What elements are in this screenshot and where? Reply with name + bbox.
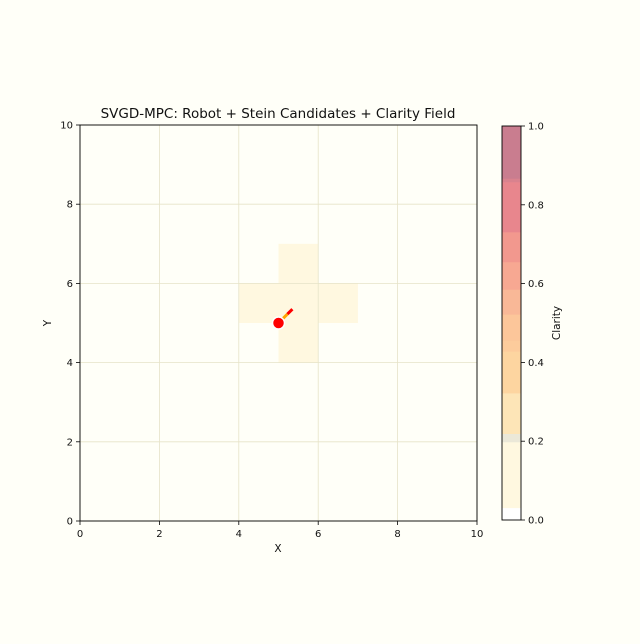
y-axis-label: Y [42,319,54,327]
x-axis-label: X [274,543,281,555]
colorbar-band [502,126,521,179]
colorbar-band [502,507,521,521]
x-tick-label: 0 [77,529,83,540]
y-tick-label: 4 [67,358,73,369]
x-tick-label: 4 [236,529,242,540]
colorbar-tick-label: 0.6 [528,279,544,290]
colorbar-band [502,441,521,509]
x-tick-label: 8 [394,529,400,540]
heading-segment [286,308,294,316]
colorbar-tick-label: 0.4 [528,358,544,369]
colorbar-band [502,289,521,315]
clarity-cell [278,243,319,363]
colorbar-band [502,178,521,183]
x-tick-label: 6 [315,529,321,540]
x-tick-label: 2 [156,529,162,540]
x-tick-label: 10 [471,529,484,540]
colorbar-tick-label: 0.8 [528,200,544,211]
colorbar-band [502,340,521,352]
y-tick-label: 2 [67,437,73,448]
colorbar-frame [501,125,522,521]
colorbar-band [502,261,521,290]
colorbar-tick-label: 0.0 [528,516,544,527]
y-tick-label: 0 [67,517,73,528]
heading-segment [281,313,289,321]
y-tick-label: 6 [67,279,73,290]
colorbar-band [502,351,521,394]
chart-title: SVGD-MPC: Robot + Stein Candidates + Cla… [101,106,456,122]
y-tick-label: 8 [67,200,73,211]
colorbar-tick-label: 1.0 [528,122,544,133]
colorbar-band [502,181,521,233]
robot-marker [271,316,286,330]
colorbar-tick-label: 0.2 [528,437,544,448]
colorbar-band [502,393,521,435]
colorbar-band [502,231,521,263]
plot-frame [79,124,478,522]
y-tick-label: 10 [60,121,73,132]
colorbar-band [502,314,521,341]
colorbar-label: Clarity [551,306,563,340]
colorbar-band [502,433,521,443]
